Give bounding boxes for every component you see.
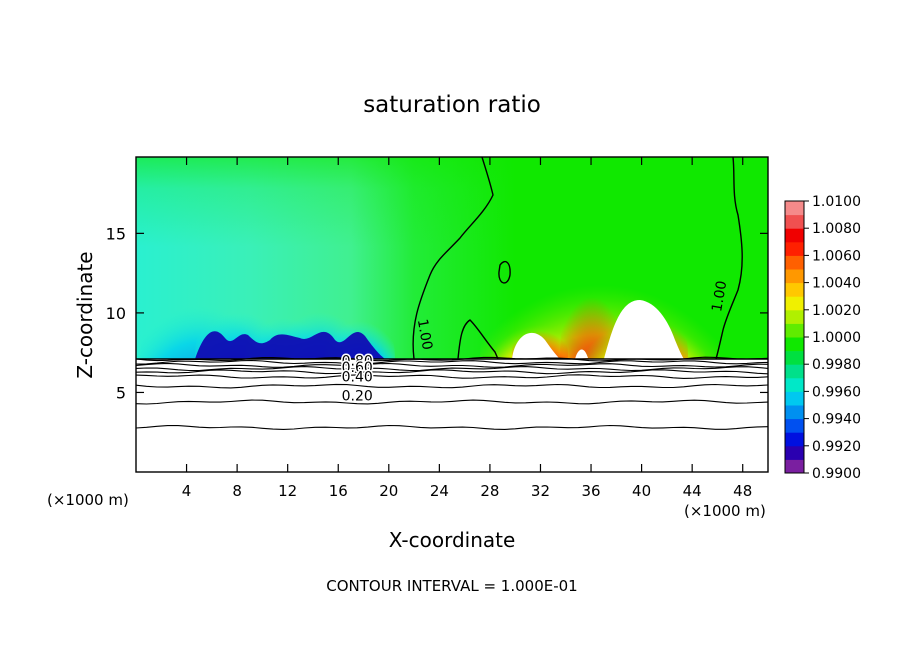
x-tick-label: 4: [182, 482, 192, 500]
colorbar-ticks: 1.0100 1.0080 1.0060 1.0040 1.0020 1.0000 0.99…: [804, 194, 861, 482]
contour-line: [412, 157, 494, 360]
colorbar-block: [785, 201, 804, 216]
contour-line: [715, 157, 743, 360]
contour-line: [136, 374, 768, 379]
x-axis-ticks: 4 8 12 16 20 24 28 32 36 40 44 48: [182, 157, 752, 500]
colorbar-block: [785, 432, 804, 447]
colorbar-tick-label: 0.9980: [812, 357, 861, 373]
cloud-pocket: [604, 300, 684, 359]
x-tick-label: 20: [379, 482, 398, 500]
cloud-pocket: [575, 349, 588, 359]
contour-label: 0.60: [342, 360, 373, 376]
colorbar-block: [785, 350, 804, 365]
y-tick-label: 10: [106, 304, 126, 323]
colorbar-block: [785, 228, 804, 243]
contour-line: [136, 369, 768, 375]
y-tick-label: 15: [106, 224, 126, 243]
plot-frame: [135, 156, 769, 473]
plot-area: [136, 157, 768, 472]
colorbar-block: [785, 337, 804, 352]
colorbar-tick-label: 0.9900: [812, 466, 861, 482]
contour-label: 0.80: [342, 353, 373, 369]
contour-interval-footer: CONTOUR INTERVAL = 1.000E-01: [326, 577, 577, 595]
colorbar-tick-label: 1.0040: [812, 276, 861, 292]
contour-label: 0.20: [342, 388, 373, 404]
x-unit-left: (×1000 m): [47, 491, 129, 509]
colorbar: 1.0100 1.0080 1.0060 1.0040 1.0020 1.0000 0.99…: [784, 194, 861, 482]
contour-label: 1.00: [414, 318, 435, 351]
colorbar-tick-label: 0.9960: [812, 384, 861, 400]
colorbar-block: [785, 377, 804, 392]
x-tick-label: 36: [581, 482, 600, 500]
contour-line: [136, 399, 768, 405]
field-top-fade: [136, 157, 768, 247]
colorbar-block: [785, 309, 804, 324]
colorbar-tick-label: 1.0020: [812, 303, 861, 319]
colorbar-block: [785, 269, 804, 284]
y-axis-label: Z-coordinate: [73, 251, 97, 378]
chart-title: saturation ratio: [363, 92, 541, 118]
y-axis-ticks: 5 10 15: [106, 224, 768, 402]
x-tick-label: 44: [683, 482, 702, 500]
colorbar-block: [785, 459, 804, 474]
x-unit-right: (×1000 m): [684, 502, 766, 520]
dry-base-dark: [195, 331, 385, 359]
contour-line: [136, 424, 768, 430]
colorbar-tick-label: 1.0000: [812, 330, 861, 346]
colorbar-tick-label: 1.0080: [812, 221, 861, 237]
contour-line: [136, 362, 768, 368]
contour-line: [136, 359, 768, 365]
colorbar-tick-label: 0.9940: [812, 412, 861, 428]
contour-1.00: [412, 157, 743, 360]
colorbar-block: [785, 241, 804, 256]
contour-line: [457, 319, 499, 360]
lower-contours: [136, 356, 768, 430]
contour-line: [136, 366, 768, 372]
colorbar-tick-label: 1.0100: [812, 194, 861, 210]
colorbar-block: [785, 445, 804, 460]
x-tick-label: 16: [329, 482, 348, 500]
x-tick-label: 40: [632, 482, 651, 500]
contour-line: [498, 260, 511, 284]
contour-labels: 1.00 1.00 0.800.600.40 0.20: [340, 280, 730, 406]
colorbar-block: [785, 323, 804, 338]
colorbar-blocks: [785, 201, 804, 474]
x-tick-label: 24: [430, 482, 449, 500]
x-tick-label: 12: [278, 482, 297, 500]
colorbar-block: [785, 364, 804, 379]
colorbar-tick-label: 1.0060: [812, 248, 861, 264]
x-tick-label: 32: [531, 482, 550, 500]
contour-line: [136, 356, 768, 362]
x-axis-label: X-coordinate: [389, 528, 516, 552]
x-tick-label: 8: [232, 482, 242, 500]
colorbar-block: [785, 405, 804, 420]
colorbar-tick-label: 0.9920: [812, 439, 861, 455]
colorbar-block: [785, 255, 804, 270]
contour-label: 0.40: [342, 369, 373, 385]
cloud-pocket: [512, 332, 560, 359]
x-tick-label: 28: [480, 482, 499, 500]
contour-label: 1.00: [709, 280, 730, 313]
x-tick-label: 48: [733, 482, 752, 500]
colorbar-block: [785, 418, 804, 433]
colorbar-block: [785, 296, 804, 311]
contour-line: [136, 383, 768, 389]
colorbar-block: [785, 391, 804, 406]
lower-region: [136, 359, 768, 472]
y-tick-label: 5: [116, 383, 126, 402]
colorbar-block: [785, 214, 804, 229]
colorbar-block: [785, 282, 804, 297]
